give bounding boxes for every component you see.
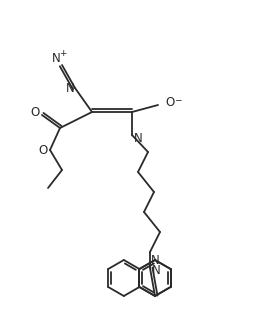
Text: N: N: [152, 264, 160, 277]
Text: N: N: [52, 52, 60, 65]
Text: +: +: [59, 48, 67, 57]
Text: O: O: [30, 105, 40, 118]
Text: N: N: [134, 131, 142, 144]
Text: −: −: [174, 95, 182, 104]
Text: O: O: [38, 144, 48, 157]
Text: N: N: [66, 82, 74, 95]
Text: N: N: [151, 254, 159, 267]
Text: O: O: [165, 96, 174, 109]
